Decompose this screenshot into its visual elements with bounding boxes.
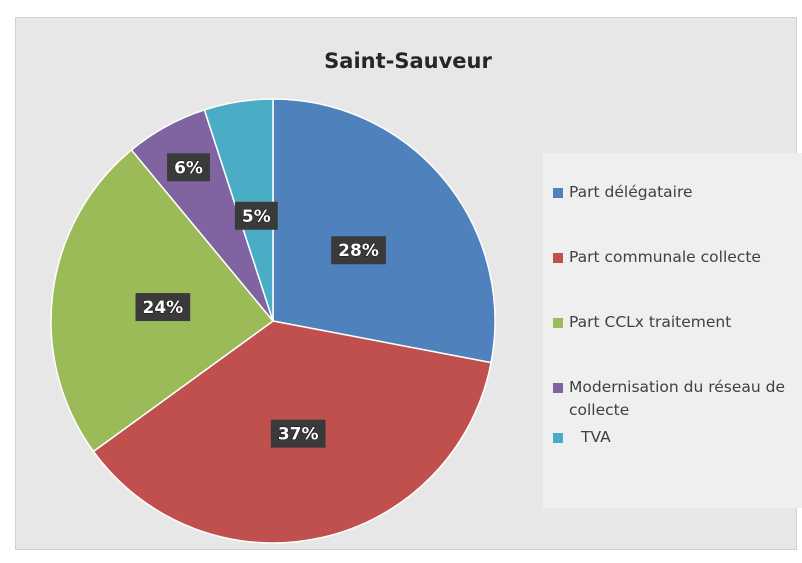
data-label-box	[135, 293, 191, 322]
data-label-box	[234, 201, 278, 230]
legend-swatch	[553, 383, 563, 393]
data-label: 37%	[270, 419, 326, 448]
legend-item: Part CCLx traitement	[553, 311, 793, 334]
data-label: 24%	[135, 293, 191, 322]
legend-swatch	[553, 253, 563, 263]
data-label: 6%	[167, 153, 210, 182]
data-label: 28%	[331, 236, 386, 265]
legend-item: Part délégataire	[553, 181, 793, 204]
legend-label: Part CCLx traitement	[569, 313, 732, 331]
data-label-text: 6%	[174, 158, 203, 178]
legend-item: Part communale collecte	[553, 246, 793, 269]
data-label-text: 24%	[143, 298, 184, 318]
chart-title: Saint-Sauveur	[324, 49, 492, 73]
legend-label: Part communale collecte	[569, 248, 761, 266]
data-label-text: 37%	[278, 425, 319, 445]
data-label-box	[270, 419, 326, 448]
data-label-box	[167, 153, 210, 182]
legend: Part délégataire Part communale collecte P…	[543, 153, 802, 508]
legend-label: Part délégataire	[569, 183, 693, 201]
legend-label: TVA	[581, 428, 611, 446]
chart: Saint-Sauveur 28% 37% 24% 6% 5%	[50, 49, 496, 544]
legend-item: TVA	[553, 426, 793, 449]
legend-label: Modernisation du réseau de collecte	[569, 378, 786, 419]
legend-swatch	[553, 188, 563, 198]
legend-swatch	[553, 318, 563, 328]
legend-item: Modernisation du réseau de collecte	[553, 376, 793, 422]
chart-area: Saint-Sauveur 28% 37% 24% 6% 5% Part délégat…	[15, 17, 802, 550]
data-label-box	[331, 236, 386, 265]
data-label-text: 28%	[338, 241, 379, 261]
legend-swatch	[553, 433, 563, 443]
data-label-text: 5%	[242, 207, 271, 227]
pie-slice	[272, 98, 496, 364]
data-label: 5%	[234, 201, 278, 230]
